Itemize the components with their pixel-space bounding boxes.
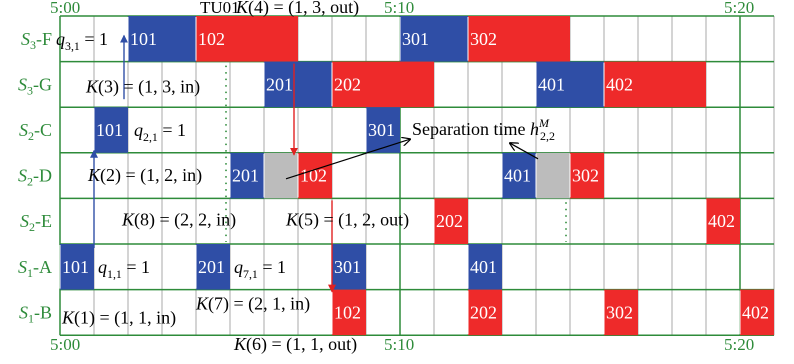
k8-annotation: K(8) = (2, 2, in) (121, 209, 236, 230)
k6-annotation: K(6) = (1, 1, out) (233, 334, 357, 355)
k1-annotation: K(1) = (1, 1, in) (61, 308, 176, 329)
row-label: S3-G (18, 74, 52, 97)
block-blue (230, 152, 264, 199)
block-blue (502, 152, 536, 199)
time-label-bottom: 5:00 (50, 335, 80, 354)
k7-annotation: K(7) = (2, 1, in) (195, 294, 310, 315)
blocks: 101 102 301 302 201 202 401 402 101 301 201 102 401 3… (59, 16, 774, 336)
row-labels: S3-F S3-G S2-C S2-D S2-E S1-A S1-B (18, 29, 52, 326)
separation-time-label: Separation time hM 2,2 (412, 116, 555, 143)
block-label: 102 (334, 302, 361, 322)
block-label: 101 (130, 29, 157, 49)
block-blue (332, 244, 366, 290)
block-label: 202 (470, 302, 497, 322)
block-label: 402 (708, 211, 735, 231)
arrows (90, 34, 539, 293)
block-red (332, 61, 434, 108)
block-label: 302 (470, 29, 497, 49)
q21-annotation: q2,1 = 1 (134, 120, 186, 144)
block-blue (60, 244, 94, 290)
block-label: 201 (198, 257, 225, 277)
block-label: 301 (402, 29, 429, 49)
time-label-top: 5:20 (724, 0, 754, 17)
row-label: S1-B (19, 302, 52, 325)
k2-annotation: K(2) = (1, 2, in) (87, 165, 202, 186)
block-blue (468, 244, 502, 290)
block-label: 101 (62, 257, 89, 277)
block-label: 301 (334, 257, 361, 277)
block-label: 401 (538, 74, 565, 94)
q11-annotation: q1,1 = 1 (98, 257, 150, 281)
block-label: 201 (266, 74, 293, 94)
block-label: 301 (368, 120, 395, 140)
block-label: 101 (96, 120, 123, 140)
time-label-bottom: 5:10 (384, 335, 414, 354)
block-label: 201 (232, 166, 259, 186)
block-label: 202 (334, 74, 361, 94)
k4-annotation: K(4) = (1, 3, out) (235, 0, 359, 18)
block-red (468, 289, 502, 336)
block-red (706, 198, 740, 244)
block-label: 402 (606, 74, 633, 94)
block-red (570, 152, 604, 199)
block-label: 102 (300, 166, 327, 186)
time-label-bottom: 5:20 (724, 335, 754, 354)
row-label: S2-D (18, 166, 52, 189)
block-red (196, 16, 298, 62)
separation-arrow (285, 139, 410, 180)
block-red (298, 152, 332, 199)
block-red (468, 16, 570, 62)
block-label: 202 (436, 211, 463, 231)
q31-annotation: q3,1 = 1 (56, 29, 108, 53)
k3-annotation: K(3) = (1, 3, in) (85, 77, 200, 98)
row-label: S1-A (18, 257, 52, 280)
block-red (604, 289, 638, 336)
block-red (604, 61, 706, 108)
separation-arrow (510, 143, 539, 160)
block-blue (196, 244, 230, 290)
block-blue (128, 16, 196, 62)
tu-label: TU01 (200, 0, 240, 17)
block-blue (366, 107, 400, 153)
row-label: S2-E (20, 211, 52, 234)
k5-annotation: K(5) = (1, 2, out) (285, 209, 409, 230)
block-red (434, 198, 468, 244)
row-label: S2-C (19, 120, 52, 143)
block-label: 102 (198, 29, 225, 49)
block-red (740, 289, 774, 336)
time-label-top: 5:00 (50, 0, 80, 17)
block-label: 302 (606, 302, 633, 322)
block-gray (536, 152, 570, 199)
block-blue (264, 61, 332, 108)
block-label: 302 (572, 166, 599, 186)
block-blue (536, 61, 604, 108)
block-gray (264, 152, 298, 199)
row-label: S3-F (21, 29, 52, 52)
block-label: 402 (742, 302, 769, 322)
block-blue (94, 107, 128, 153)
time-label-top: 5:10 (384, 0, 414, 17)
block-blue (400, 16, 468, 62)
block-label: 401 (504, 166, 531, 186)
block-red (332, 289, 366, 336)
q71-annotation: q7,1 = 1 (234, 257, 286, 281)
block-label: 401 (470, 257, 497, 277)
time-labels: 5:00 5:10 5:20 5:00 5:10 5:20 (50, 0, 754, 354)
